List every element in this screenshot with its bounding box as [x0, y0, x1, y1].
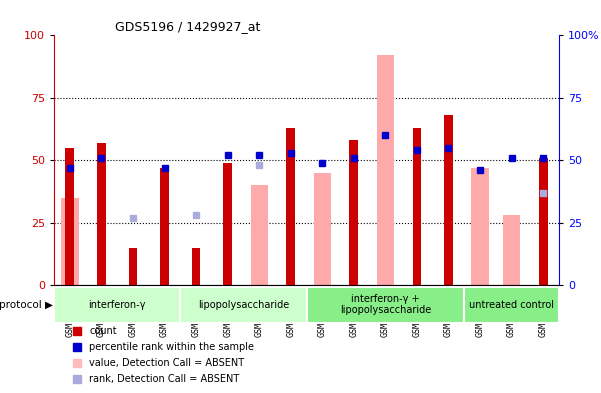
- Text: GDS5196 / 1429927_at: GDS5196 / 1429927_at: [115, 20, 260, 33]
- Bar: [129, 248, 138, 285]
- Text: percentile rank within the sample: percentile rank within the sample: [90, 342, 254, 352]
- Bar: [503, 215, 520, 285]
- FancyBboxPatch shape: [465, 287, 559, 323]
- FancyBboxPatch shape: [54, 285, 559, 324]
- Text: value, Detection Call = ABSENT: value, Detection Call = ABSENT: [90, 358, 245, 368]
- Text: lipopolysaccharide: lipopolysaccharide: [198, 299, 289, 310]
- Bar: [471, 168, 489, 285]
- Text: interferon-γ +
lipopolysaccharide: interferon-γ + lipopolysaccharide: [340, 294, 431, 316]
- Bar: [192, 248, 201, 285]
- Text: interferon-γ: interferon-γ: [88, 299, 146, 310]
- FancyBboxPatch shape: [180, 287, 307, 323]
- Bar: [349, 140, 358, 285]
- Bar: [286, 128, 295, 285]
- Text: rank, Detection Call = ABSENT: rank, Detection Call = ABSENT: [90, 374, 240, 384]
- Bar: [160, 168, 169, 285]
- Bar: [223, 163, 232, 285]
- Bar: [377, 55, 394, 285]
- Bar: [251, 185, 268, 285]
- Text: count: count: [90, 327, 117, 336]
- FancyBboxPatch shape: [54, 287, 180, 323]
- Bar: [66, 148, 75, 285]
- Bar: [314, 173, 331, 285]
- Bar: [412, 128, 421, 285]
- Text: protocol ▶: protocol ▶: [0, 299, 52, 310]
- Bar: [61, 198, 79, 285]
- FancyBboxPatch shape: [307, 287, 465, 323]
- Text: untreated control: untreated control: [469, 299, 554, 310]
- Bar: [444, 115, 453, 285]
- Bar: [97, 143, 106, 285]
- Bar: [538, 158, 548, 285]
